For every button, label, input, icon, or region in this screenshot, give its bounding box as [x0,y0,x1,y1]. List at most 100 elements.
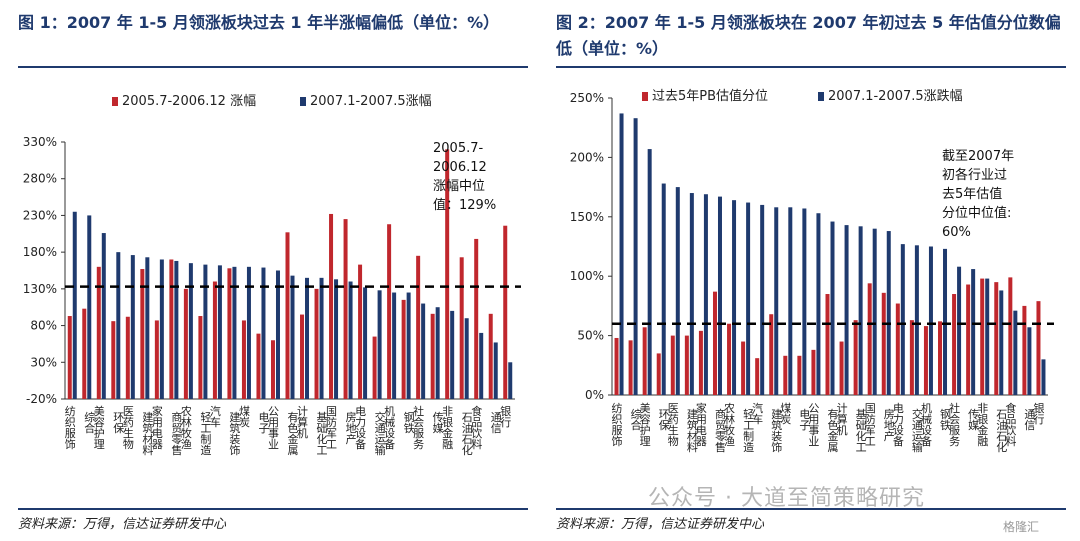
c1-annotation-line: 2005.7- [433,141,483,156]
c2-bar-b [999,290,1004,395]
c1-category-label: 电力设备 [355,405,366,451]
c1-category-label: 基础化工 [317,411,328,457]
c1-category-label: 非银金融 [442,405,453,451]
c2-category-label: 公用事业 [808,402,819,448]
c1-bar-a [329,213,334,399]
c1-bar-b [72,211,77,399]
c1-bar-a [503,225,508,399]
c2-category-label: 煤炭 [780,402,791,426]
c1-legend-swatch [300,97,306,106]
c1-bar-a [256,333,261,399]
c2-bar-b [788,207,793,395]
c2-legend-label: 2007.1-2007.5涨跌幅 [828,88,963,104]
c1-bar-b [493,342,498,399]
c2-bar-b [943,248,948,395]
c1-annotation-line: 涨幅中位 [433,179,485,194]
c2-category-label: 计算机 [837,402,848,437]
c1-bar-b [232,266,237,399]
chart2-top-rule [556,66,1066,68]
c2-bar-a [698,330,703,395]
c2-ytick-label: 0% [585,388,604,402]
c2-category-label: 国防军工 [865,402,876,448]
c2-ytick-label: 50% [577,329,604,343]
c2-bar-b [633,118,638,396]
watermark: 公众号 · 大道至简策略研究 [648,486,925,511]
c1-bar-a [183,288,188,399]
c1-category-label: 交通运输 [375,410,386,457]
c2-bar-a [769,314,774,395]
chart2-bottom-rule [556,508,1066,510]
c2-category-label: 轻工制造 [743,407,754,454]
c2-bar-b [760,204,765,395]
c1-bar-b [188,263,193,399]
c1-category-label: 环保 [113,411,124,435]
c2-bar-a [783,355,788,395]
c1-bar-a [198,316,203,399]
chart2-svg: 0% 50% 100% 150% 200% 250% 纺织服饰综合美容护理环保医药生物建筑材… [570,88,1054,454]
c2-legend-swatch [642,92,648,101]
c1-category-label: 商贸零售 [171,410,182,457]
c2-bar-a [825,294,830,395]
c2-bar-a [994,282,999,395]
c2-bar-a [755,358,760,395]
c1-category-label: 公用事业 [268,405,279,451]
c1-legend-swatch [112,97,118,106]
c2-bar-a [628,340,633,395]
c1-category-label: 美容护理 [94,405,105,451]
logo: 格隆汇 [1003,520,1040,534]
c2-category-label: 电力设备 [893,402,904,448]
c2-category-label: 石油石化 [996,408,1007,454]
c1-bar-b [508,362,513,399]
c2-bar-b [844,225,849,395]
c2-bar-b [675,187,680,395]
c2-category-label: 汽车 [752,401,763,426]
chart1-svg: -20% 30% 80% 130% 180% 230% 280% 330% 纺织服饰综合美容护理… [23,94,521,457]
c1-bar-a [343,219,348,399]
c1-bar-a [241,320,246,399]
c2-category-label: 电子 [799,408,810,432]
c2-bar-a [966,284,971,395]
c2-bar-b [971,269,976,395]
c1-bar-a [445,149,450,399]
c1-category-label: 有色金属 [288,410,299,457]
c1-category-label: 综合 [84,410,95,435]
c1-category-label: 医药生物 [123,405,134,451]
c1-bar-b [101,233,106,399]
c1-category-label: 食品饮料 [471,404,482,451]
c2-category-label: 银行 [1033,401,1044,426]
c1-bar-b [246,266,251,399]
c2-legend-swatch [818,92,824,101]
c2-bar-a [670,335,675,395]
c1-bar-a [227,268,232,399]
c1-bar-a [416,255,421,399]
c1-bar-b [421,303,426,399]
c2-bar-b [1013,310,1018,395]
c1-ytick-label: 30% [30,355,57,369]
c2-bar-a [1036,301,1041,395]
c2-bar-a [727,323,732,395]
c2-category-label: 食品饮料 [1005,401,1016,448]
c2-category-label: 建筑材料 [687,407,698,454]
c1-bar-b [130,255,135,399]
c2-annotation-line: 去5年估值 [942,186,1002,202]
c1-category-label: 传媒 [433,411,444,435]
c2-bar-a [1008,277,1013,395]
c1-ytick-label: 230% [23,208,57,222]
c2-bar-b [928,246,933,395]
c1-bar-b [464,318,469,399]
c2-bar-b [802,208,807,395]
c1-bar-a [67,316,72,399]
c2-bar-b [830,221,835,395]
c2-bar-b [689,193,694,395]
chart1-top-rule [18,66,528,68]
chart1-bottom-rule [18,508,528,510]
c1-bar-a [300,314,305,399]
c2-bar-a [881,292,886,395]
c2-bar-b [1041,359,1046,395]
c1-bar-a [474,238,479,399]
c2-bar-a [1022,305,1027,395]
c2-category-label: 农林牧渔 [724,401,735,448]
c2-category-label: 医药生物 [668,402,679,448]
c2-bar-b [732,200,737,395]
c2-bar-a [867,283,872,395]
